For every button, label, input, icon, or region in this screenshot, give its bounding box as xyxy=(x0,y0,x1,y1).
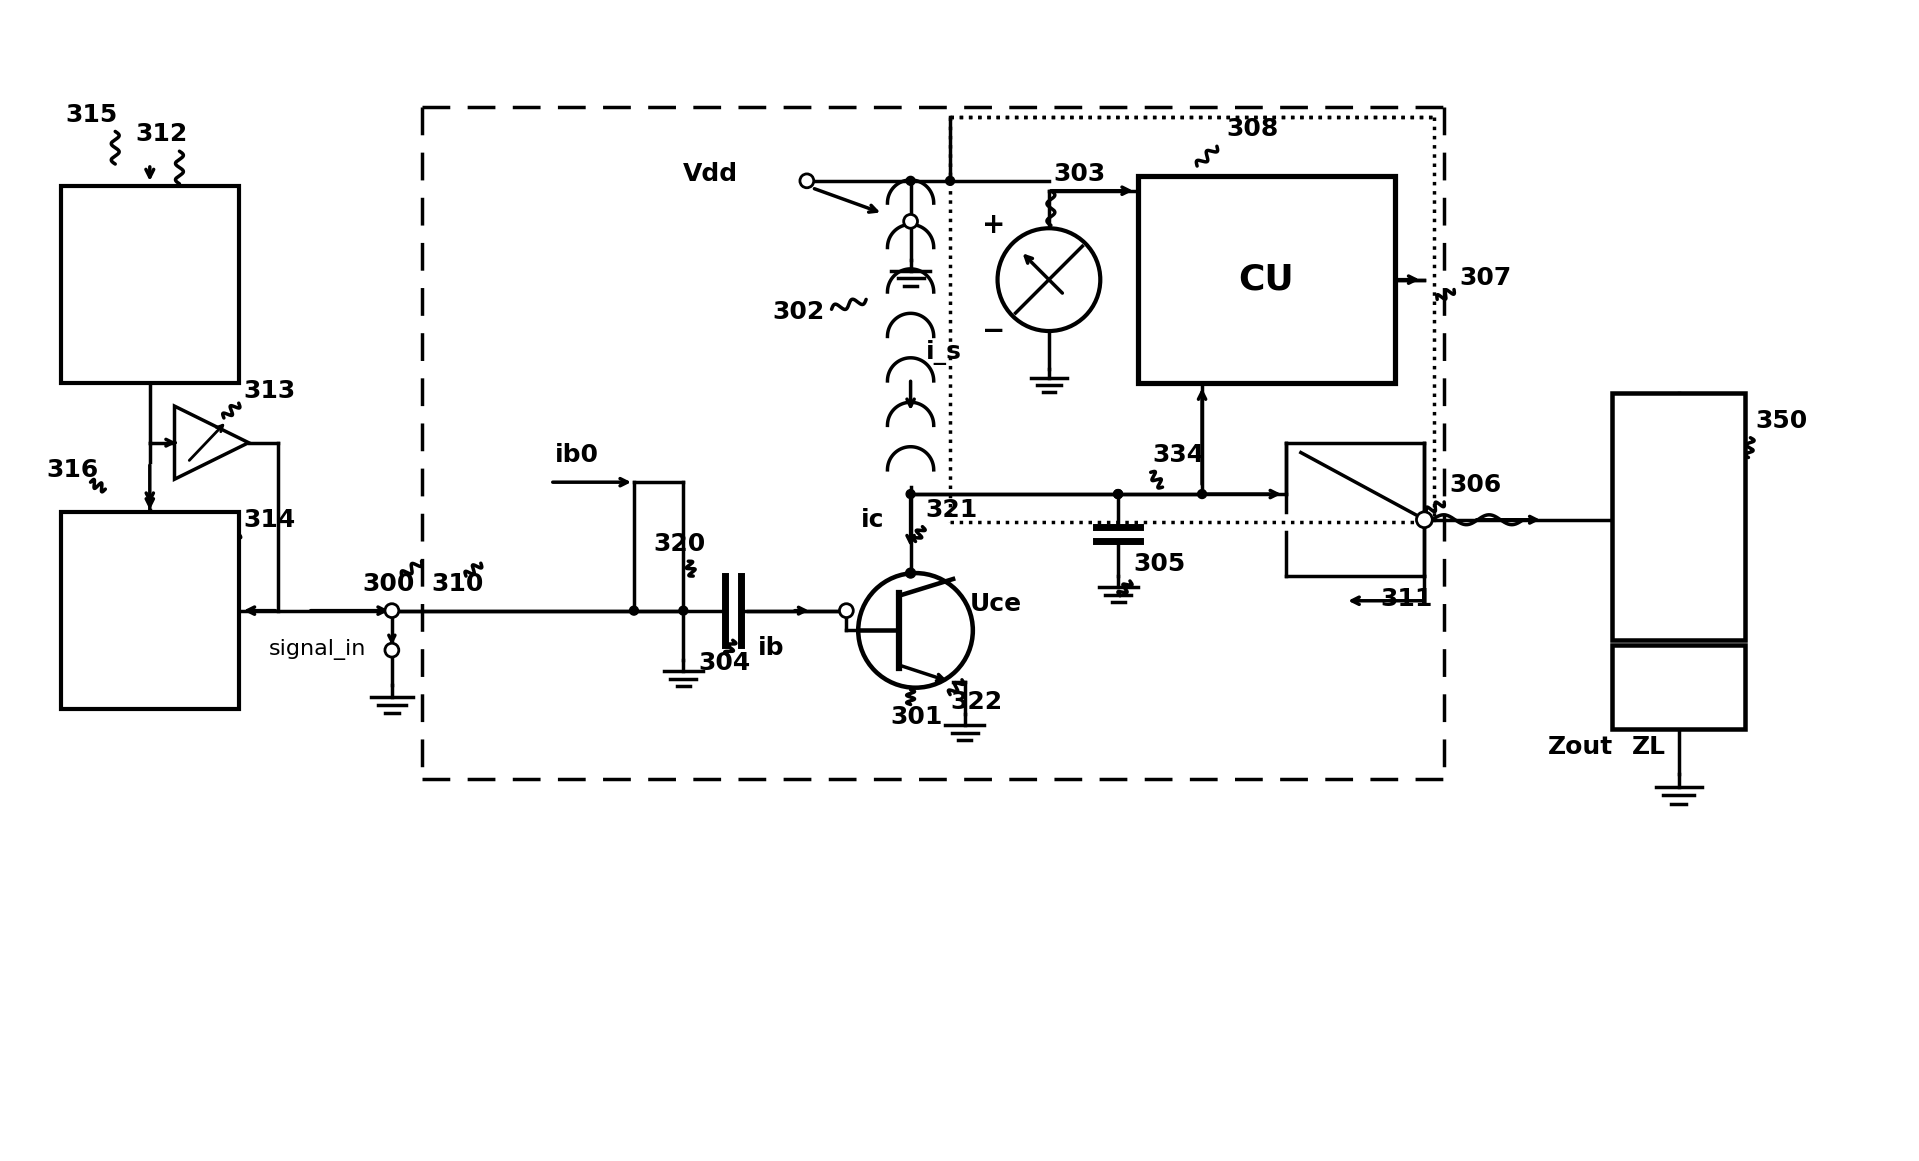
Text: 300: 300 xyxy=(363,572,415,596)
Circle shape xyxy=(1416,512,1432,527)
Text: 313: 313 xyxy=(244,380,296,403)
Text: Vdd: Vdd xyxy=(683,161,739,186)
Text: 322: 322 xyxy=(950,691,1002,714)
Text: ic: ic xyxy=(862,507,885,532)
Circle shape xyxy=(946,176,954,186)
Text: 307: 307 xyxy=(1458,266,1510,289)
Circle shape xyxy=(1113,490,1123,498)
Circle shape xyxy=(906,568,915,578)
Polygon shape xyxy=(175,406,249,479)
Text: 321: 321 xyxy=(925,498,977,521)
FancyBboxPatch shape xyxy=(1612,394,1746,640)
FancyBboxPatch shape xyxy=(1612,646,1746,729)
Text: 306: 306 xyxy=(1449,473,1501,497)
Text: ib: ib xyxy=(758,636,785,661)
Text: 316: 316 xyxy=(46,459,98,482)
Text: 305: 305 xyxy=(1132,553,1186,576)
Circle shape xyxy=(839,604,854,618)
Text: 334: 334 xyxy=(1153,444,1205,468)
Text: 308: 308 xyxy=(1226,117,1280,142)
Text: signal_in: signal_in xyxy=(269,639,367,661)
Text: CU: CU xyxy=(1238,262,1293,297)
Text: ib0: ib0 xyxy=(555,444,599,468)
FancyBboxPatch shape xyxy=(1138,176,1395,383)
Text: 303: 303 xyxy=(1054,161,1105,186)
Text: 350: 350 xyxy=(1756,409,1808,433)
Text: 304: 304 xyxy=(699,651,750,675)
Text: 311: 311 xyxy=(1380,586,1432,611)
Text: 310: 310 xyxy=(432,572,484,596)
Circle shape xyxy=(906,176,915,186)
Circle shape xyxy=(800,174,814,188)
FancyBboxPatch shape xyxy=(61,186,238,383)
Circle shape xyxy=(629,606,639,615)
Text: 320: 320 xyxy=(654,533,706,556)
Text: 301: 301 xyxy=(890,705,944,729)
Circle shape xyxy=(679,606,687,615)
Circle shape xyxy=(904,215,917,229)
FancyBboxPatch shape xyxy=(61,512,238,709)
Circle shape xyxy=(906,490,915,498)
Text: Uce: Uce xyxy=(969,592,1023,615)
Circle shape xyxy=(1197,490,1207,498)
Circle shape xyxy=(1113,490,1123,498)
Text: 302: 302 xyxy=(771,301,825,324)
Text: 314: 314 xyxy=(244,507,296,532)
Circle shape xyxy=(386,643,399,657)
Text: Zout: Zout xyxy=(1549,735,1614,759)
Text: ZL: ZL xyxy=(1631,735,1666,759)
Circle shape xyxy=(386,604,399,618)
Circle shape xyxy=(998,229,1100,331)
Text: −: − xyxy=(983,317,1006,345)
Text: 312: 312 xyxy=(134,122,188,146)
Text: +: + xyxy=(983,211,1006,239)
Circle shape xyxy=(858,574,973,687)
Text: i_s: i_s xyxy=(925,340,961,365)
Text: 315: 315 xyxy=(65,102,119,127)
